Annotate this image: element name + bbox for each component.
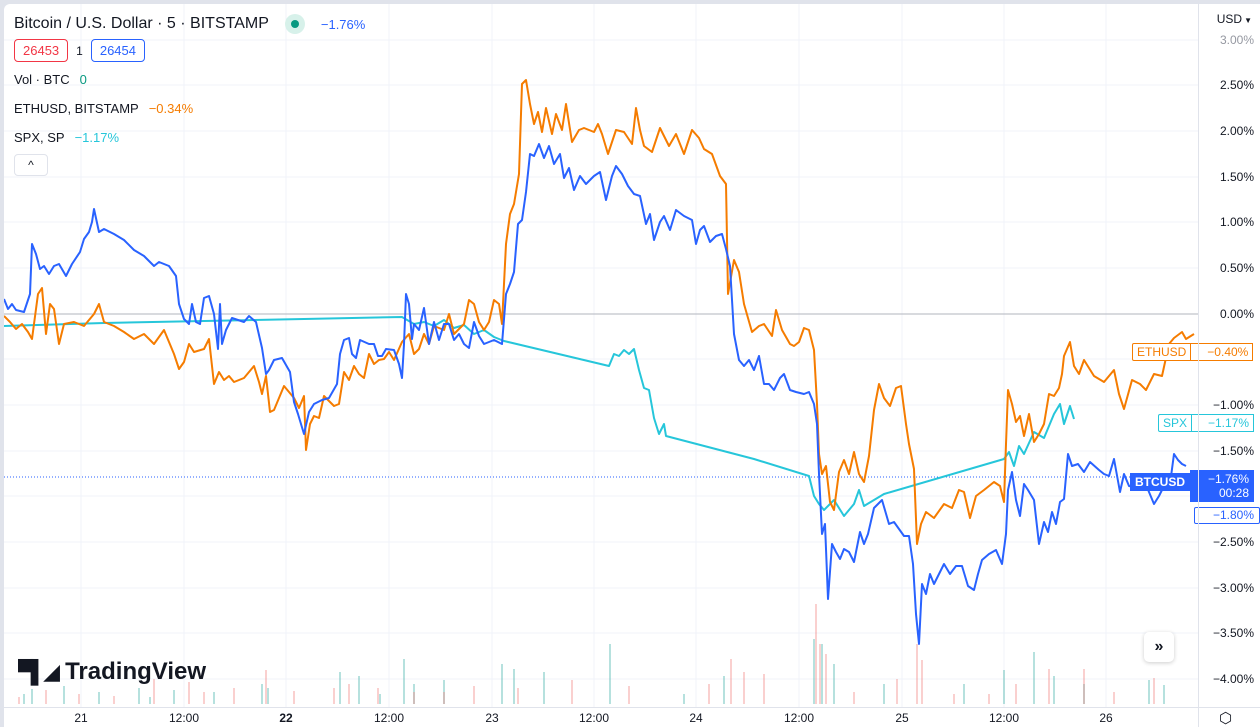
x-tick: 12:00 <box>783 711 815 725</box>
y-tick: 3.00% <box>1219 33 1254 47</box>
currency-selector[interactable]: USD ▼ <box>1217 12 1252 26</box>
market-status-icon <box>284 14 305 34</box>
btcusd-low-tag: −1.80% <box>1194 507 1260 524</box>
x-tick: 22 <box>279 711 293 725</box>
tag-name: ETHUSD <box>1132 343 1192 361</box>
plot-area[interactable]: Bitcoin / U.S. Dollar · 5 · BITSTAMP −1.… <box>4 4 1255 707</box>
y-tick: 0.50% <box>1219 261 1254 275</box>
symbol-title-row: Bitcoin / U.S. Dollar · 5 · BITSTAMP −1.… <box>14 12 365 36</box>
y-tick: 1.00% <box>1219 215 1254 229</box>
indicator-volume[interactable]: Vol · BTC 0 <box>14 65 365 94</box>
series-btcusd <box>4 143 1187 645</box>
y-tick: −1.00% <box>1212 398 1254 412</box>
indicator-label: ETHUSD, BITSTAMP <box>14 101 139 116</box>
collapse-legend-button[interactable]: ^ <box>14 154 48 176</box>
y-tick: 1.50% <box>1219 170 1254 184</box>
tag-name: BTCUSD <box>1130 473 1190 491</box>
x-tick: 24 <box>689 711 703 725</box>
x-tick: 12:00 <box>373 711 405 725</box>
y-tick: 2.50% <box>1219 78 1254 92</box>
chevron-up-icon: ^ <box>28 158 34 172</box>
y-tick: −4.00% <box>1212 672 1254 686</box>
indicator-value: −0.34% <box>148 101 194 116</box>
tag-value: −1.76% <box>1207 472 1249 486</box>
symbol-title[interactable]: Bitcoin / U.S. Dollar · 5 · BITSTAMP <box>14 15 269 32</box>
spx-price-tag: SPX −1.17% <box>1158 414 1255 432</box>
bar-countdown: 00:28 <box>1218 486 1249 500</box>
tradingview-logo[interactable]: ▀▌◢ TradingView <box>18 658 206 686</box>
price-axis[interactable]: USD ▼ 3.00% 2.50% 2.00% 1.50% 1.00% 0.50%… <box>1198 4 1260 707</box>
chart-canvas <box>4 4 1198 707</box>
indicator-spx[interactable]: SPX, SP −1.17% <box>14 123 365 152</box>
volume-bars <box>18 604 1165 704</box>
y-tick: 0.00% <box>1219 307 1254 321</box>
x-tick: 26 <box>1099 711 1113 725</box>
buy-price-button[interactable]: 26454 <box>90 39 145 62</box>
logo-text: TradingView <box>65 658 207 685</box>
chart-settings-button[interactable]: ⬡ <box>1198 707 1260 727</box>
x-tick: 12:00 <box>578 711 610 725</box>
x-tick: 21 <box>74 711 88 725</box>
spread-value: 1 <box>76 43 83 58</box>
tag-value: −0.40% <box>1191 343 1254 361</box>
series-spx <box>4 316 1075 517</box>
bid-ask-row: 26453 1 26454 <box>14 36 365 65</box>
currency-label: USD <box>1216 12 1243 26</box>
chart-legend: Bitcoin / U.S. Dollar · 5 · BITSTAMP −1.… <box>14 12 365 176</box>
x-tick: 25 <box>895 711 909 725</box>
btcusd-price-tag: BTCUSD −1.76% 00:28 <box>1130 470 1254 502</box>
indicator-value: 0 <box>79 72 87 87</box>
x-tick: 12:00 <box>988 711 1020 725</box>
indicator-label: Vol · BTC <box>14 72 70 87</box>
indicator-ethusd[interactable]: ETHUSD, BITSTAMP −0.34% <box>14 94 365 123</box>
scroll-to-realtime-button[interactable]: » <box>1144 632 1174 662</box>
chart-frame: Bitcoin / U.S. Dollar · 5 · BITSTAMP −1.… <box>4 4 1260 727</box>
y-tick: −3.00% <box>1212 581 1254 595</box>
x-tick: 23 <box>485 711 499 725</box>
double-chevron-right-icon: » <box>1154 638 1164 655</box>
indicator-value: −1.17% <box>74 130 120 145</box>
tag-value-block: −1.76% 00:28 <box>1190 470 1254 502</box>
chevron-down-icon: ▼ <box>1244 16 1252 25</box>
tag-value: −1.17% <box>1192 414 1255 432</box>
time-axis[interactable]: 21 12:00 22 12:00 23 12:00 24 12:00 25 1… <box>4 707 1198 727</box>
y-tick: −1.50% <box>1212 444 1254 458</box>
ethusd-price-tag: ETHUSD −0.40% <box>1132 343 1254 361</box>
tradingview-logo-icon: ▀▌◢ <box>18 659 60 684</box>
settings-hexagon-icon: ⬡ <box>1219 710 1233 727</box>
symbol-change: −1.76% <box>320 16 366 32</box>
indicator-label: SPX, SP <box>14 130 65 145</box>
series-ethusd <box>4 79 1195 545</box>
y-tick: 2.00% <box>1219 124 1254 138</box>
y-tick: −2.50% <box>1212 535 1254 549</box>
y-tick: −3.50% <box>1212 626 1254 640</box>
tag-name: SPX <box>1158 414 1193 432</box>
sell-price-button[interactable]: 26453 <box>14 39 69 62</box>
x-tick: 12:00 <box>168 711 200 725</box>
